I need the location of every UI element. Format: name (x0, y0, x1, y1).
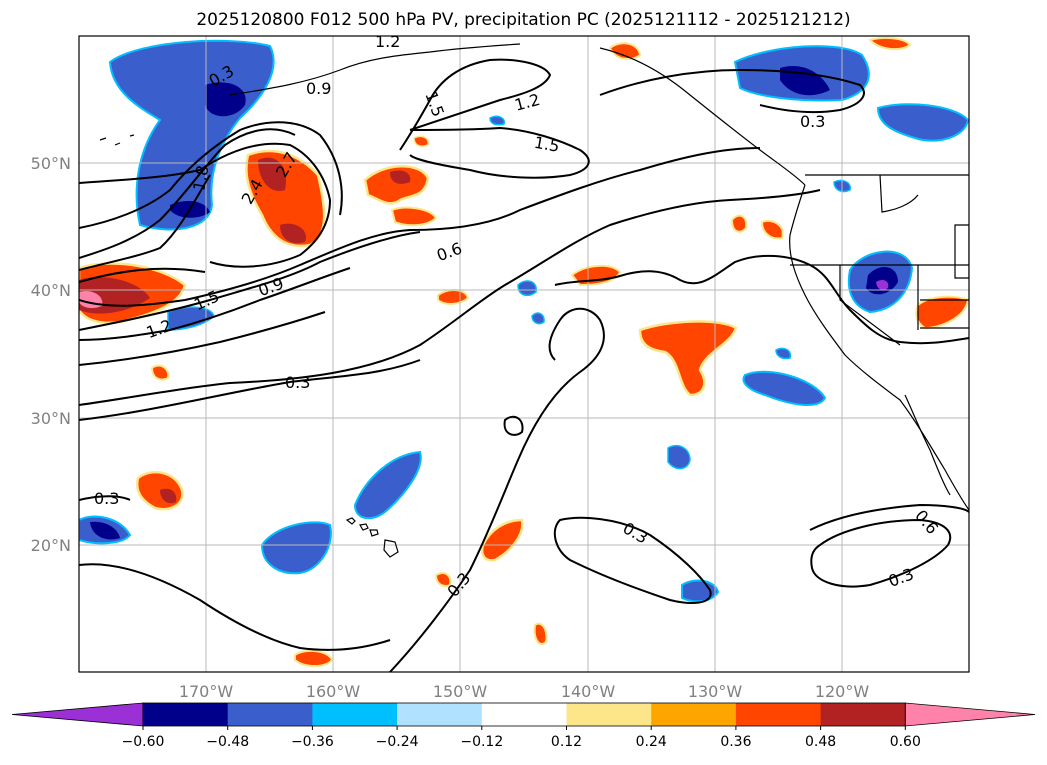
lat-label: 30°N (31, 409, 71, 428)
contour-label: 0.6 (911, 506, 942, 538)
contour-label: 1.2 (512, 90, 542, 115)
lon-label: 170°W (179, 682, 234, 701)
colorbar-tick-label: 0.48 (805, 734, 836, 750)
map-area: 0.3 1.2 0.9 1.5 1.2 1.5 0.3 1.8 2.4 2.7 … (79, 32, 969, 672)
contour-label: 0.3 (800, 112, 825, 131)
neg-patch-hawaii-n (353, 450, 422, 520)
colorbar-tick-label: −0.24 (376, 734, 419, 750)
graticule (79, 36, 969, 672)
coastlines (99, 43, 969, 511)
hawaii-islands (345, 517, 399, 558)
negative-precip-patches (79, 39, 969, 603)
lon-label: 150°W (433, 682, 488, 701)
lon-label: 160°W (306, 682, 361, 701)
colorbar-swatch (651, 703, 737, 726)
colorbar-tick-label: −0.60 (122, 734, 165, 750)
contour-label: 1.8 (189, 164, 212, 192)
colorbar-swatch (397, 703, 483, 726)
colorbar-tick-label: −0.48 (206, 734, 249, 750)
neg-patch-hawaii (260, 521, 332, 575)
colorbar: −0.60 −0.48 −0.36 −0.24 −0.12 0.12 0.24 0.36 0.4… (11, 702, 1036, 750)
neg-patch-gulf-core (780, 66, 830, 96)
colorbar-tick-label: −0.12 (460, 734, 503, 750)
neg-patch-aleutian-core (205, 82, 246, 117)
colorbar-tick-label: 0.24 (636, 734, 667, 750)
contour-label: 0.3 (886, 564, 916, 591)
contour-label: 0.9 (306, 79, 331, 98)
colorbar-extend-min (11, 702, 144, 727)
contour-label: 0.3 (285, 373, 310, 392)
colorbar-swatch (312, 703, 398, 726)
lat-labels: 50°N 40°N 30°N 20°N (31, 154, 71, 555)
lon-label: 140°W (561, 682, 616, 701)
lat-label: 20°N (31, 536, 71, 555)
colorbar-tick-label: 0.12 (551, 734, 582, 750)
colorbar-frame (142, 702, 906, 727)
colorbar-tick-label: −0.36 (291, 734, 334, 750)
colorbar-swatch (820, 703, 906, 726)
map-frame (78, 35, 970, 673)
colorbar-swatch (481, 703, 567, 726)
pos-patch-sub (480, 518, 524, 562)
colorbar-swatch (566, 703, 652, 726)
colorbar-tick-label: 0.36 (720, 734, 751, 750)
pv-contours (79, 58, 969, 672)
contour-label: 1.5 (421, 89, 448, 119)
lon-labels: 170°W 160°W 150°W 140°W 130°W 120°W (179, 682, 870, 701)
contour-label: 1.2 (375, 32, 400, 51)
colorbar-swatch (735, 703, 822, 726)
pos-patch-central (638, 320, 738, 397)
colorbar-tick-label: 0.60 (890, 734, 921, 750)
colorbar-extend-max (904, 702, 1036, 727)
neg-patch-south (681, 579, 720, 603)
lat-label: 50°N (31, 154, 71, 173)
contour-label: 0.3 (94, 489, 119, 508)
map-title: 2025120800 F012 500 hPa PV, precipitatio… (196, 10, 851, 30)
neg-patch-baja (742, 370, 827, 406)
colorbar-swatch (143, 703, 229, 726)
lat-label: 40°N (31, 281, 71, 300)
contour-label: 0.3 (443, 569, 474, 601)
neg-patch-ne (876, 103, 969, 142)
contour-label: 0.3 (620, 518, 652, 547)
lon-label: 120°W (815, 682, 870, 701)
lon-label: 130°W (688, 682, 743, 701)
pos-patch-se (136, 470, 184, 511)
pos-patch-north (363, 165, 430, 205)
contour-label: 1.5 (533, 133, 561, 156)
colorbar-swatch (227, 703, 313, 726)
